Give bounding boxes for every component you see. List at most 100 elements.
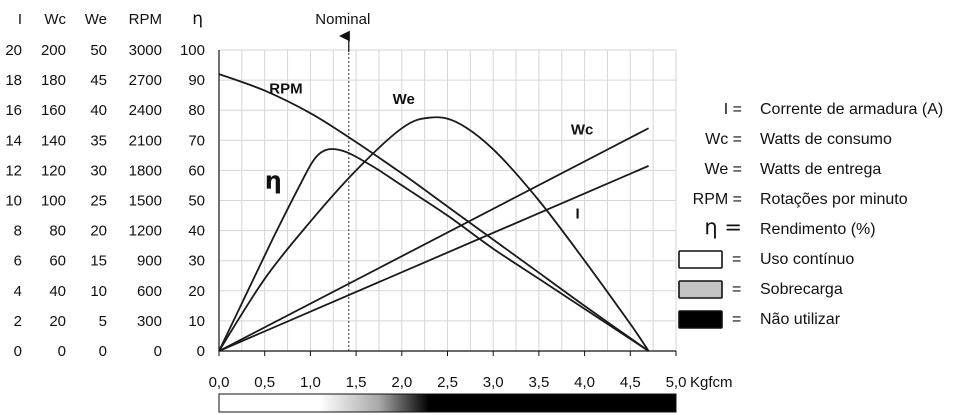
legend-swatch (678, 250, 723, 269)
y-tick-label: 600 (137, 283, 162, 300)
y-tick-label: 40 (49, 283, 66, 300)
usage-gradient-bar (218, 393, 677, 413)
y-tick-label: 8 (14, 223, 22, 240)
y-tick-label: 80 (49, 223, 66, 240)
x-tick-label: 4,5 (620, 374, 641, 391)
y-tick-label: 70 (188, 132, 205, 149)
axis-headers: I Wc We RPM η (18, 9, 203, 29)
y-tick-label: 20 (49, 313, 66, 330)
y-tick-label: 2700 (129, 72, 162, 89)
y-tick-label: 25 (90, 193, 107, 210)
legend-symbol: η = (704, 215, 742, 239)
series-label-eta: η (265, 166, 282, 194)
series-line-i (218, 165, 649, 352)
legend-symbol: Wc = (705, 131, 742, 148)
x-tick-label: 3,0 (483, 374, 504, 391)
y-tick-label: 2400 (129, 102, 162, 119)
y-tick-label: 35 (90, 132, 107, 149)
y-tick-label: 80 (188, 102, 205, 119)
y-tick-label: 16 (5, 102, 22, 119)
y-tick-label: 1500 (129, 193, 162, 210)
y-tick-label: 45 (90, 72, 107, 89)
x-tick-label: 2,5 (437, 374, 458, 391)
legend-text: Watts de entrega (760, 161, 881, 178)
y-tick-label: 30 (90, 162, 107, 179)
y-tick-label: 0 (197, 343, 205, 360)
y-tick-label: 0 (99, 343, 107, 360)
legend-swatch (678, 280, 723, 299)
series-line-we (218, 116, 650, 352)
y-tick-label: 4 (14, 283, 22, 300)
y-tick-label: 1200 (129, 223, 162, 240)
legend: I = Corrente de armadura (A) Wc = Watts de … (678, 101, 943, 329)
legend-equals: = (732, 311, 741, 328)
header-wc: Wc (44, 11, 66, 28)
header-we: We (85, 11, 107, 28)
y-tick-label: 5 (99, 313, 107, 330)
x-tick-label: 0,0 (209, 374, 230, 391)
legend-text: Rendimento (%) (760, 221, 876, 238)
y-tick-label: 100 (180, 42, 205, 59)
y-tick-label: 0 (154, 343, 162, 360)
series-label-we: We (393, 91, 415, 108)
usage-bar (218, 393, 677, 413)
series-line-wc (218, 127, 649, 352)
header-eta: η (192, 9, 203, 29)
x-tick-label: 2,0 (391, 374, 412, 391)
series-label-wc: Wc (571, 121, 594, 138)
x-tick-label: 4,0 (574, 374, 595, 391)
nominal-label: Nominal (315, 11, 370, 28)
x-tick-label: 3,5 (528, 374, 549, 391)
y-tick-label: 10 (5, 193, 22, 210)
y-tick-label: 60 (49, 253, 66, 270)
series-label-i: I (575, 206, 579, 223)
y-tick-label: 120 (41, 162, 66, 179)
y-tick-label: 20 (188, 283, 205, 300)
header-i: I (18, 11, 22, 28)
legend-symbol: I = (724, 101, 742, 118)
data-series: RPM We Wc Iη (218, 73, 650, 352)
series-line-eta (218, 148, 650, 352)
series-label-rpm: RPM (269, 81, 302, 98)
y-tick-label: 15 (90, 253, 107, 270)
y-tick-label: 180 (41, 72, 66, 89)
legend-text: Não utilizar (760, 311, 841, 328)
y-tick-label: 300 (137, 313, 162, 330)
nominal-marker: Nominal (315, 11, 370, 351)
y-tick-label: 3000 (129, 42, 162, 59)
y-tick-label: 30 (188, 253, 205, 270)
y-tick-label: 20 (90, 223, 107, 240)
y-tick-label: 40 (188, 223, 205, 240)
x-tick-label: 1,0 (300, 374, 321, 391)
y-tick-label: 10 (188, 313, 205, 330)
y-tick-label: 50 (90, 42, 107, 59)
legend-symbol: We = (705, 161, 743, 178)
y-tick-label: 140 (41, 132, 66, 149)
x-tick-label: 0,5 (254, 374, 275, 391)
series-line-rpm (218, 73, 650, 352)
header-rpm: RPM (129, 11, 162, 28)
y-tick-label: 2100 (129, 132, 162, 149)
y-tick-label: 90 (188, 72, 205, 89)
y-tick-label: 0 (58, 343, 66, 360)
y-tick-label: 18 (5, 72, 22, 89)
y-tick-label: 20 (5, 42, 22, 59)
legend-text: Sobrecarga (760, 281, 843, 298)
x-tick-label: 5,0 (666, 374, 687, 391)
legend-symbol: RPM = (693, 191, 742, 208)
y-tick-label: 12 (5, 162, 22, 179)
x-tick-label: 1,5 (346, 374, 367, 391)
y-tick-label: 0 (14, 343, 22, 360)
y-tick-label: 14 (5, 132, 22, 149)
legend-text: Uso contínuo (760, 251, 854, 268)
legend-text: Watts de consumo (760, 131, 892, 148)
legend-equals: = (732, 251, 741, 268)
y-tick-label: 100 (41, 193, 66, 210)
y-tick-label: 900 (137, 253, 162, 270)
y-tick-label: 50 (188, 193, 205, 210)
y-tick-label: 200 (41, 42, 66, 59)
legend-equals: = (732, 281, 741, 298)
y-tick-label: 6 (14, 253, 22, 270)
y-tick-label: 10 (90, 283, 107, 300)
